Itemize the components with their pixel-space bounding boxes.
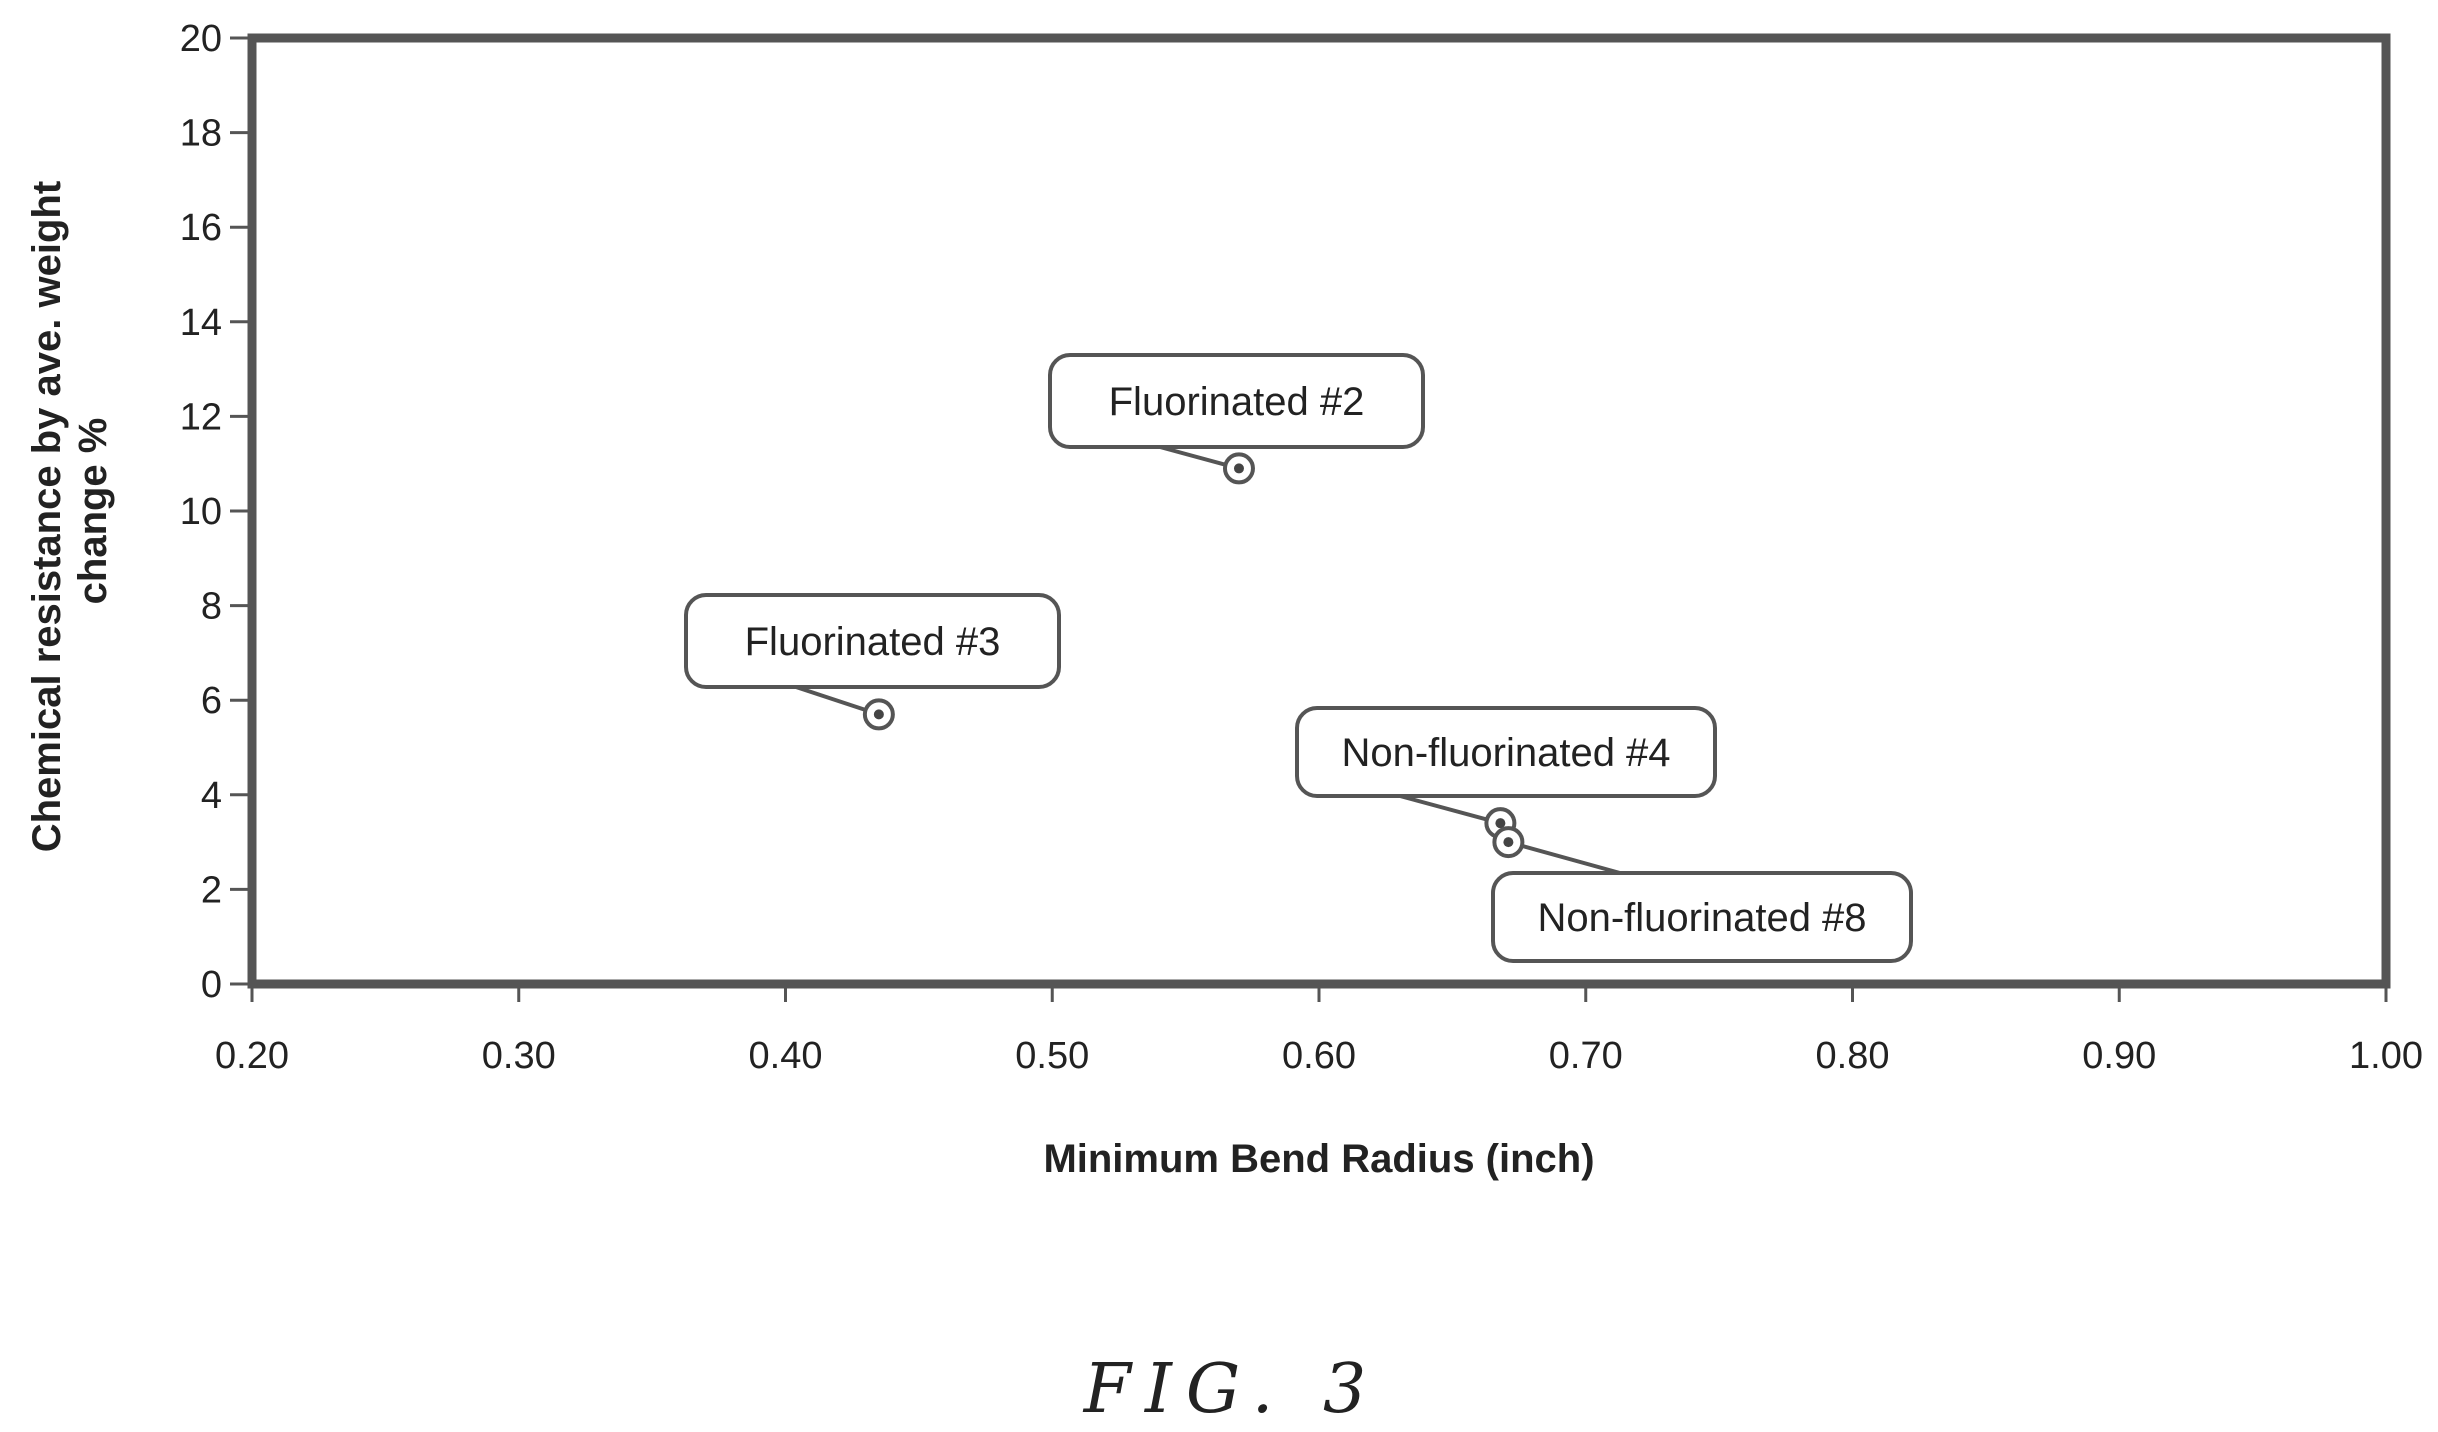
data-point-callout: Fluorinated #2 bbox=[1048, 353, 1425, 471]
x-tick-label: 1.00 bbox=[2349, 1035, 2423, 1077]
data-point-label: Non-fluorinated #4 bbox=[1341, 731, 1670, 775]
data-points bbox=[862, 452, 1525, 859]
callout-layer: Fluorinated #2 Fluorinated #3 Non-fluorina… bbox=[684, 353, 1913, 963]
callout-box bbox=[1295, 706, 1717, 798]
data-point-callout: Fluorinated #3 bbox=[684, 593, 1061, 717]
y-tick-label: 6 bbox=[201, 680, 222, 722]
plot-area-frame bbox=[247, 33, 2391, 989]
callout-box bbox=[684, 593, 1061, 689]
x-tick-label: 0.90 bbox=[2082, 1035, 2156, 1077]
x-tick-label: 0.50 bbox=[1015, 1035, 1089, 1077]
data-point-label: Non-fluorinated #8 bbox=[1537, 896, 1866, 940]
y-tick-label: 18 bbox=[180, 113, 222, 155]
callout-leader-line bbox=[1507, 840, 1621, 875]
callout-leader-line bbox=[1399, 794, 1501, 826]
x-axis-title: Minimum Bend Radius (inch) bbox=[1043, 1137, 1594, 1181]
data-point-marker bbox=[862, 698, 895, 731]
y-tick-label: 12 bbox=[180, 396, 222, 438]
data-point-marker bbox=[1492, 826, 1525, 859]
y-tick-label: 14 bbox=[180, 302, 222, 344]
figure-caption: FIG. 3 bbox=[1082, 1350, 1380, 1429]
data-point-label: Fluorinated #3 bbox=[745, 620, 1001, 664]
y-tick-label: 2 bbox=[201, 869, 222, 911]
data-point-callout: Non-fluorinated #4 bbox=[1295, 706, 1717, 826]
y-tick-label: 0 bbox=[201, 964, 222, 1006]
y-axis-title-line-1: Chemical resistance by ave. weight bbox=[25, 181, 69, 852]
x-tick-label: 0.70 bbox=[1549, 1035, 1623, 1077]
y-tick-label: 4 bbox=[201, 775, 222, 817]
data-point-label: Fluorinated #2 bbox=[1109, 380, 1365, 424]
x-tick-label: 0.40 bbox=[749, 1035, 823, 1077]
x-tick-label: 0.60 bbox=[1282, 1035, 1356, 1077]
x-axis: 0.20 0.30 0.40 0.50 0.60 0.70 0.80 0.90 1.00 bbox=[215, 988, 2423, 1077]
y-axis-title: Chemical resistance by ave. weight chang… bbox=[25, 170, 115, 853]
y-tick-label: 16 bbox=[180, 207, 222, 249]
callout-box bbox=[1491, 871, 1913, 963]
x-tick-label: 0.80 bbox=[1816, 1035, 1890, 1077]
x-tick-label: 0.20 bbox=[215, 1035, 289, 1077]
data-point-marker bbox=[1222, 452, 1255, 485]
y-tick-label: 20 bbox=[180, 18, 222, 60]
y-tick-label: 10 bbox=[180, 491, 222, 533]
y-axis-title-line-2: change % bbox=[71, 418, 115, 605]
y-tick-label: 8 bbox=[201, 586, 222, 628]
callout-box bbox=[1048, 353, 1425, 449]
y-axis: 0 2 4 6 8 10 12 14 16 18 20 bbox=[180, 18, 248, 1006]
x-tick-label: 0.30 bbox=[482, 1035, 556, 1077]
data-point-callout: Non-fluorinated #8 bbox=[1491, 840, 1913, 963]
